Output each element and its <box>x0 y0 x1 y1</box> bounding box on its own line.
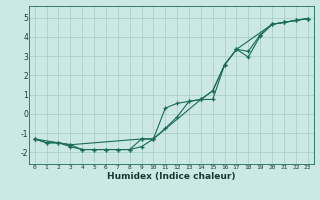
X-axis label: Humidex (Indice chaleur): Humidex (Indice chaleur) <box>107 172 236 181</box>
